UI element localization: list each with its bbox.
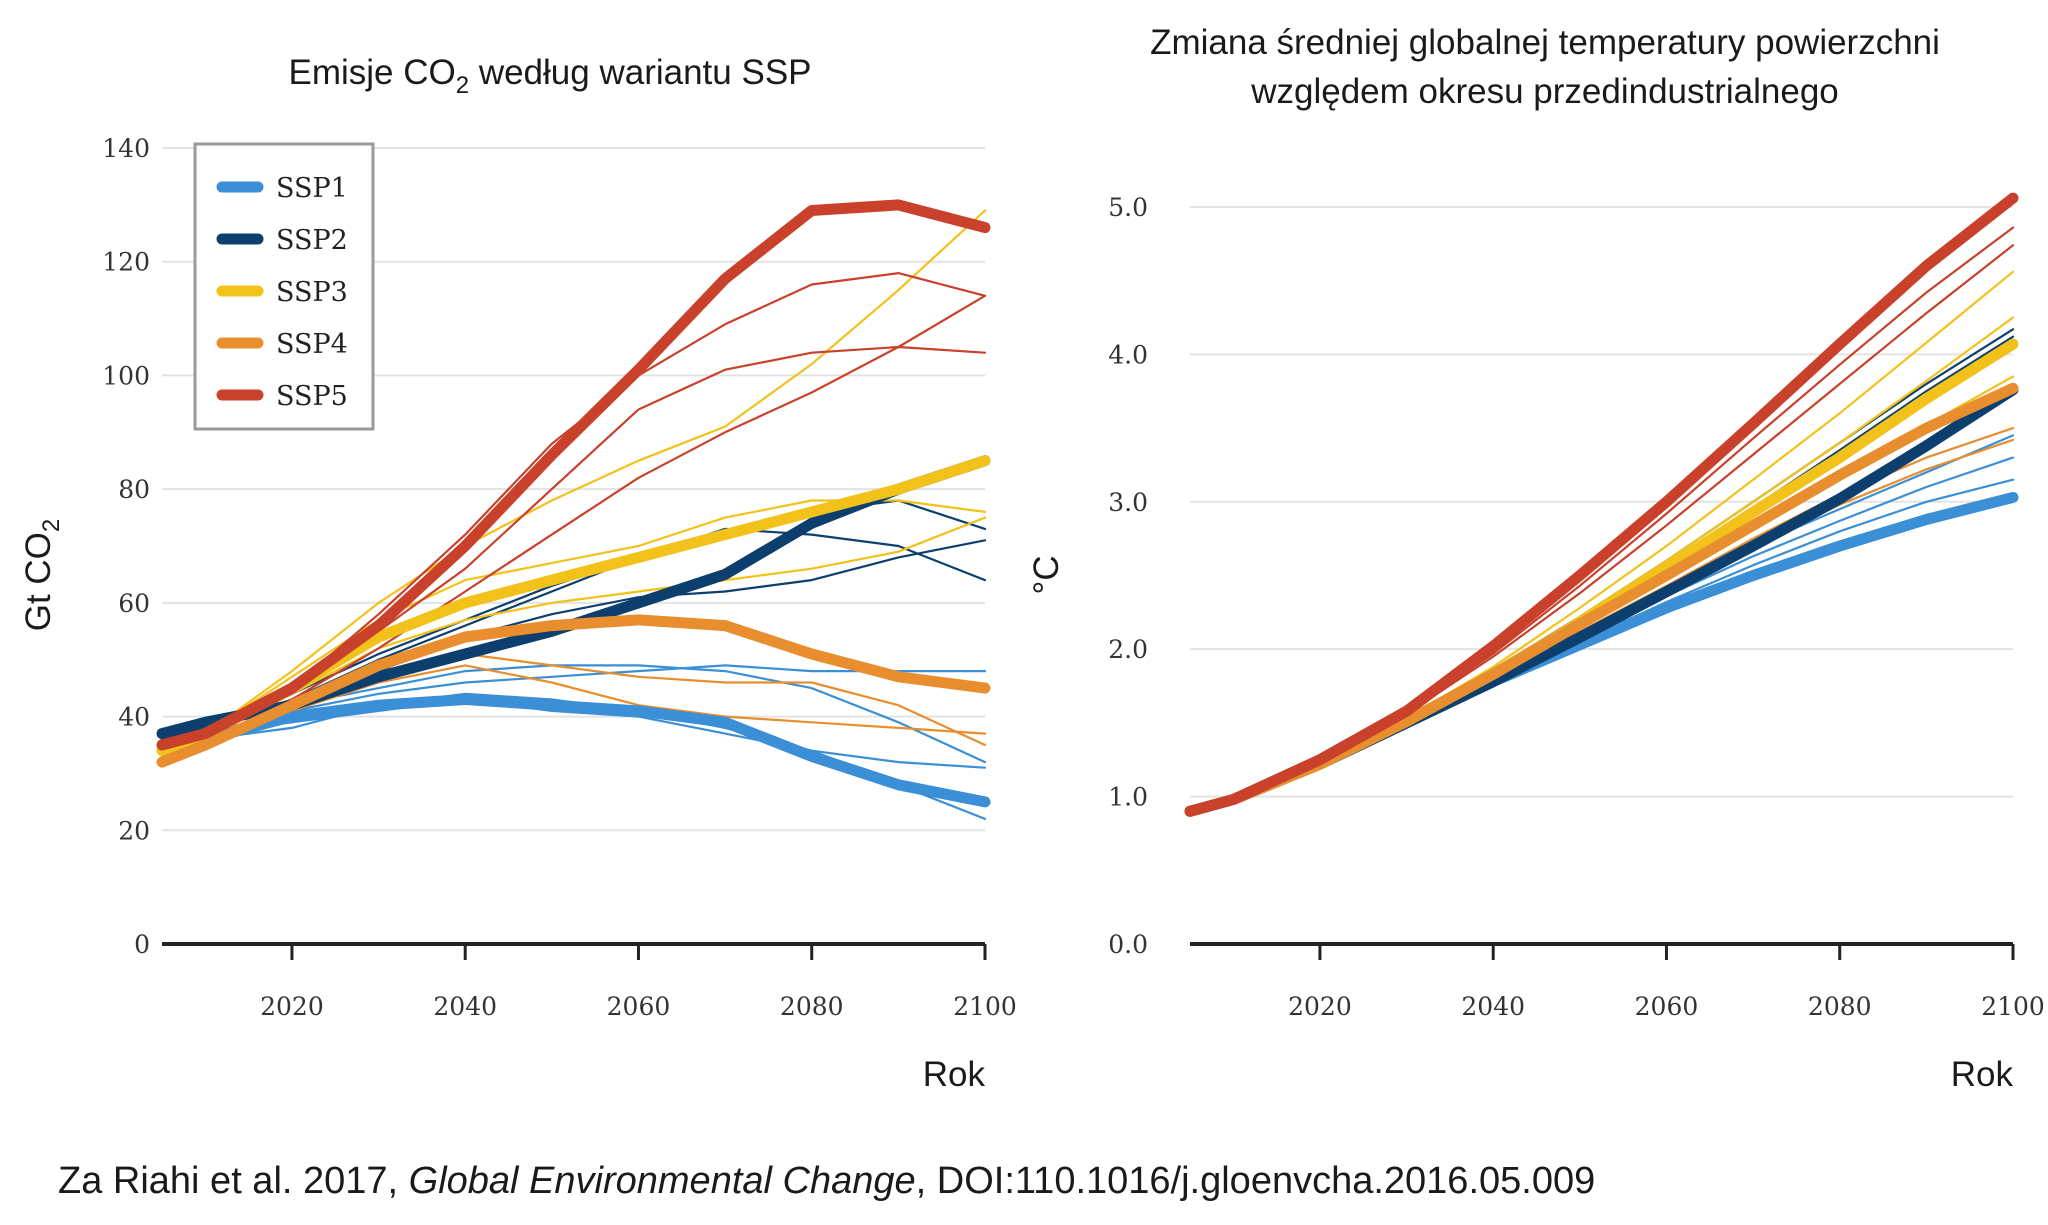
y-tick-label: 60 [118, 589, 150, 618]
scenario-scenario-line [1188, 270, 2015, 813]
scenario-scenario-line [1188, 316, 2015, 813]
scenario-scenario-line [1188, 328, 2015, 813]
legend-item-ssp5: SSP5 [216, 381, 348, 412]
scenario-scenario-line [1188, 226, 2015, 813]
ssp5-marker-line [156, 199, 991, 751]
scenario-scenario-line [1188, 427, 2015, 813]
y-tick-label: 80 [118, 475, 150, 504]
legend-label: SSP1 [276, 173, 348, 204]
x-tick-label: 2080 [780, 992, 844, 1021]
y-tick-label: 4.0 [1108, 340, 1148, 369]
ssp5-marker-line [1184, 192, 2019, 817]
legend-item-ssp2: SSP2 [216, 225, 348, 256]
temperature-chart-title-line1: Zmiana średniej globalnej temperatury po… [1150, 23, 1940, 62]
x-tick-label: 2060 [1635, 992, 1699, 1021]
temperature-y-tick-labels: 0.0 1.0 2.0 3.0 4.0 5.0 [1108, 193, 1148, 959]
temperature-chart: Zmiana średniej globalnej temperatury po… [1027, 23, 2045, 1094]
x-tick-label: 2040 [1461, 992, 1525, 1021]
y-tick-label: 140 [102, 134, 150, 163]
scenario-scenario-line [160, 209, 987, 752]
temperature-y-axis-title: °C [1027, 555, 1066, 594]
emissions-x-axis-title: Rok [923, 1055, 986, 1094]
temperature-x-tick-labels: 2020 2040 2060 2080 2100 [1288, 992, 2045, 1021]
y-tick-label: 3.0 [1108, 488, 1148, 517]
y-tick-label: 20 [118, 816, 150, 845]
ssp4-marker-line [156, 614, 991, 768]
x-tick-label: 2100 [1981, 992, 2045, 1021]
x-tick-label: 2080 [1808, 992, 1872, 1021]
y-tick-label: 0.0 [1108, 930, 1148, 959]
emissions-y-tick-labels: 0 20 40 60 80 100 120 140 [102, 134, 150, 959]
y-tick-label: 40 [118, 703, 150, 732]
x-tick-label: 2020 [1288, 992, 1352, 1021]
caption-suffix: , DOI:110.1016/j.gloenvcha.2016.05.009 [915, 1160, 1596, 1202]
x-tick-label: 2020 [260, 992, 324, 1021]
legend-label: SSP2 [276, 225, 348, 256]
y-tick-label: 120 [102, 248, 150, 277]
legend-item-ssp1: SSP1 [216, 173, 348, 204]
x-tick-label: 2040 [433, 992, 497, 1021]
emissions-chart-title: Emisje CO2 według wariantu SSP [288, 53, 811, 99]
scenario-scenario-line [1188, 375, 2015, 813]
y-tick-label: 100 [102, 361, 150, 390]
emissions-x-axis [162, 942, 987, 960]
caption-journal: Global Environmental Change [408, 1160, 916, 1202]
legend-label: SSP3 [276, 277, 348, 308]
legend: SSP1 SSP2 SSP3 SSP4 SSP5 [193, 142, 375, 431]
ssp1-marker-line [156, 694, 991, 808]
legend-label: SSP4 [276, 329, 348, 360]
emissions-chart: Emisje CO2 według wariantu SSP 020406080… [19, 53, 1017, 1094]
y-tick-label: 0 [134, 930, 150, 959]
temperature-series-lines [1184, 192, 2019, 817]
x-tick-label: 2060 [607, 992, 671, 1021]
legend-label: SSP5 [276, 381, 348, 412]
y-tick-label: 1.0 [1108, 783, 1148, 812]
y-tick-label: 5.0 [1108, 193, 1148, 222]
emissions-x-tick-labels: 2020 2040 2060 2080 2100 [260, 992, 1017, 1021]
x-tick-label: 2100 [953, 992, 1017, 1021]
caption-prefix: Za Riahi et al. 2017, [58, 1160, 409, 1202]
temperature-chart-title-line2: względem okresu przedindustrialnego [1250, 72, 1839, 111]
ssp3-marker-line [1184, 338, 2019, 817]
ssp2-marker-line [156, 455, 991, 740]
temperature-x-axis-title: Rok [1951, 1055, 2014, 1094]
ssp4-marker-line [1184, 382, 2019, 817]
source-caption: Za Riahi et al. 2017, Global Environment… [58, 1160, 1595, 1203]
emissions-series-lines [156, 199, 991, 821]
emissions-y-axis-title: Gt CO2 [19, 519, 65, 632]
legend-item-ssp4: SSP4 [216, 329, 348, 360]
y-tick-label: 2.0 [1108, 635, 1148, 664]
legend-item-ssp3: SSP3 [216, 277, 348, 308]
temperature-x-axis [1190, 942, 2015, 960]
